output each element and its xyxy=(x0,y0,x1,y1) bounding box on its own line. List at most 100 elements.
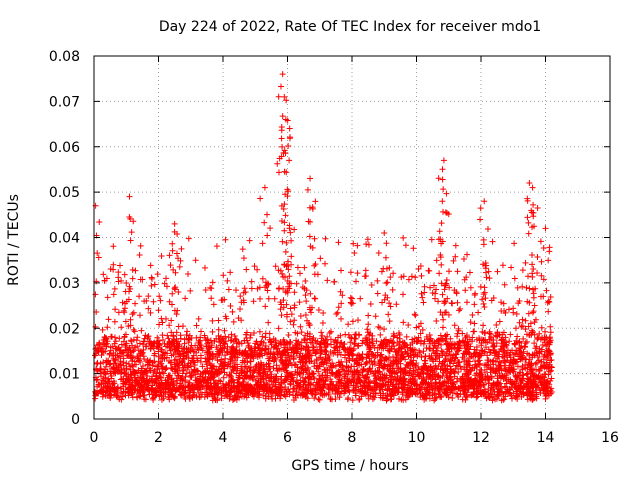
data-point xyxy=(503,372,510,379)
data-point xyxy=(458,365,465,372)
data-point xyxy=(171,228,178,235)
data-point xyxy=(364,326,371,333)
data-point xyxy=(462,370,469,377)
data-point xyxy=(93,361,100,368)
data-point xyxy=(469,381,476,388)
data-point xyxy=(419,326,426,333)
data-point xyxy=(381,326,388,333)
data-point xyxy=(135,355,142,362)
data-point xyxy=(287,305,294,312)
data-point xyxy=(112,338,119,345)
data-point xyxy=(294,264,301,271)
data-point xyxy=(500,391,507,398)
data-point xyxy=(154,375,161,382)
data-point xyxy=(345,351,352,358)
data-point xyxy=(516,319,523,326)
data-point xyxy=(273,342,280,349)
data-point xyxy=(228,346,235,353)
data-point xyxy=(445,343,452,350)
data-point xyxy=(426,267,433,274)
data-point xyxy=(110,369,117,376)
x-tick-label: 2 xyxy=(154,430,163,446)
data-point xyxy=(102,380,109,387)
data-point xyxy=(316,343,323,350)
data-point xyxy=(409,391,416,398)
data-point xyxy=(395,388,402,395)
data-point xyxy=(479,328,486,335)
data-point xyxy=(421,289,428,296)
data-point xyxy=(533,374,540,381)
data-point xyxy=(288,253,295,260)
data-point xyxy=(506,389,513,396)
data-point xyxy=(134,370,141,377)
y-tick-label: 0.01 xyxy=(49,367,80,383)
data-point xyxy=(467,284,474,291)
data-point xyxy=(525,359,532,366)
data-point xyxy=(450,360,457,367)
data-point xyxy=(423,370,430,377)
data-point xyxy=(276,391,283,398)
data-point xyxy=(514,373,521,380)
data-point xyxy=(457,342,464,349)
data-point xyxy=(365,329,372,336)
data-point xyxy=(528,327,535,334)
data-point xyxy=(481,388,488,395)
data-point xyxy=(543,348,550,355)
data-point xyxy=(149,362,156,369)
data-point xyxy=(121,369,128,376)
data-point xyxy=(281,93,288,100)
data-point xyxy=(417,394,424,401)
data-point xyxy=(311,395,318,402)
data-point xyxy=(316,363,323,370)
data-point xyxy=(277,354,284,361)
data-point xyxy=(519,283,526,290)
data-point xyxy=(124,376,131,383)
data-point xyxy=(521,343,528,350)
data-point xyxy=(517,356,524,363)
data-point xyxy=(349,318,356,325)
data-point xyxy=(139,276,146,283)
data-point xyxy=(128,389,135,396)
data-point xyxy=(292,394,299,401)
data-point xyxy=(169,247,176,254)
data-point xyxy=(362,360,369,367)
data-point xyxy=(254,266,261,273)
data-point xyxy=(290,321,297,328)
data-point xyxy=(302,375,309,382)
data-point xyxy=(445,352,452,359)
data-point xyxy=(307,380,314,387)
data-point xyxy=(534,334,541,341)
data-point xyxy=(440,208,447,215)
data-point xyxy=(300,344,307,351)
data-point xyxy=(265,281,272,288)
data-point xyxy=(471,301,478,308)
data-point xyxy=(493,365,500,372)
data-point xyxy=(536,330,543,337)
data-point xyxy=(138,327,145,334)
data-point xyxy=(429,367,436,374)
data-point xyxy=(317,354,324,361)
data-point xyxy=(207,383,214,390)
data-point xyxy=(267,368,274,375)
data-point xyxy=(487,333,494,340)
data-point xyxy=(471,328,478,335)
data-point xyxy=(412,274,419,281)
data-point xyxy=(484,226,491,233)
data-point xyxy=(320,377,327,384)
data-point xyxy=(348,295,355,302)
data-point xyxy=(437,236,444,243)
data-point xyxy=(271,295,278,302)
data-point xyxy=(446,284,453,291)
data-point xyxy=(378,351,385,358)
data-point xyxy=(239,375,246,382)
data-point xyxy=(220,374,227,381)
data-point xyxy=(525,323,532,330)
data-point xyxy=(132,300,139,307)
data-point xyxy=(443,190,450,197)
data-point xyxy=(261,184,268,191)
data-point xyxy=(220,382,227,389)
data-point xyxy=(281,227,288,234)
data-point xyxy=(193,322,200,329)
data-point xyxy=(248,384,255,391)
data-point xyxy=(231,357,238,364)
